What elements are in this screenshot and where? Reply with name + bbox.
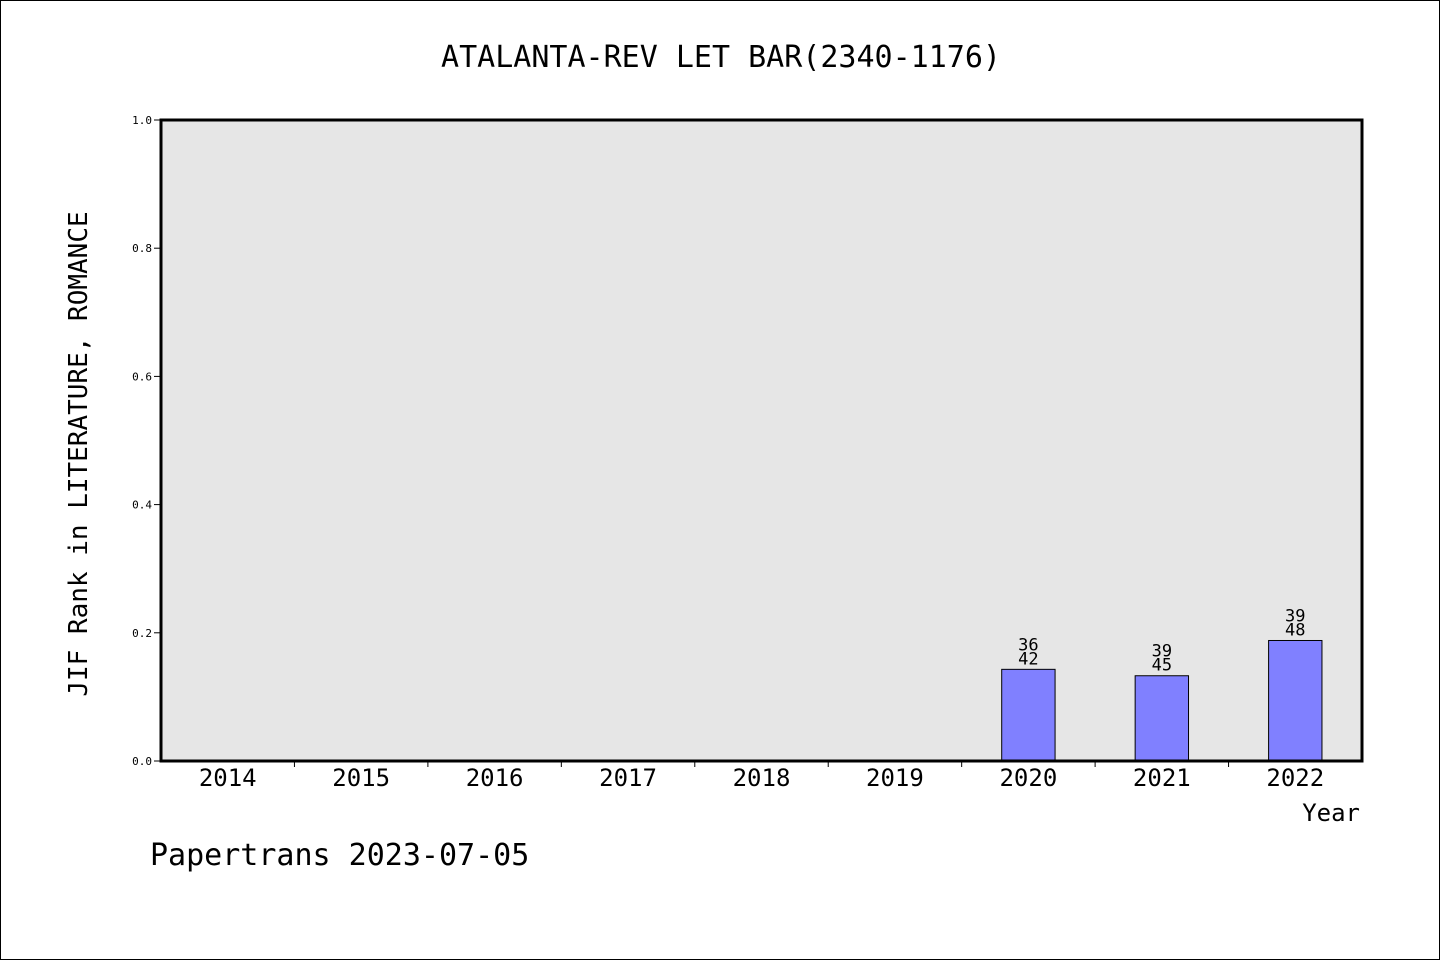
x-tick-label: 2021: [1133, 764, 1191, 792]
x-ticks-group: 2014 2015 2016 2017 2018 2019 2020 2021 2022: [199, 761, 1324, 792]
bar-label-total: 45: [1152, 656, 1172, 676]
y-tick-label: 0.6: [132, 370, 152, 383]
y-tick-label: 0.4: [132, 499, 152, 512]
x-tick-label: 2015: [332, 764, 390, 792]
bar-label-rank: 39: [1285, 606, 1305, 626]
bar-label-rank: 39: [1152, 642, 1172, 662]
y-ticks-group: 0.0 0.2 0.4 0.6 0.8 1.0: [132, 114, 161, 768]
x-tick-label: 2018: [733, 764, 791, 792]
y-axis-label: JIF Rank in LITERATURE, ROMANCE: [64, 211, 94, 696]
y-tick-label: 1.0: [132, 114, 152, 127]
bar-label-total: 48: [1285, 620, 1305, 640]
x-tick-label: 2017: [599, 764, 657, 792]
bar-label-total: 42: [1018, 649, 1038, 669]
y-tick-label: 0.0: [132, 755, 152, 768]
x-tick-label: 2020: [999, 764, 1057, 792]
y-tick-label: 0.2: [132, 627, 152, 640]
bar-2022: [1268, 639, 1323, 762]
plot-border: [159, 118, 1364, 763]
x-tick-label: 2019: [866, 764, 924, 792]
y-tick-label: 0.8: [132, 242, 152, 255]
plot-area: [161, 120, 1362, 761]
footer-credit: Papertrans 2023-07-05: [150, 838, 529, 873]
x-tick-label: 2014: [199, 764, 257, 792]
x-axis-label: Year: [1302, 799, 1360, 827]
chart-title: ATALANTA-REV LET BAR(2340-1176): [441, 40, 1001, 75]
bar-2020: [1001, 668, 1056, 762]
x-tick-label: 2016: [466, 764, 524, 792]
bar-2021: [1134, 675, 1190, 762]
x-tick-label: 2022: [1266, 764, 1324, 792]
bar-label-rank: 36: [1018, 635, 1038, 655]
